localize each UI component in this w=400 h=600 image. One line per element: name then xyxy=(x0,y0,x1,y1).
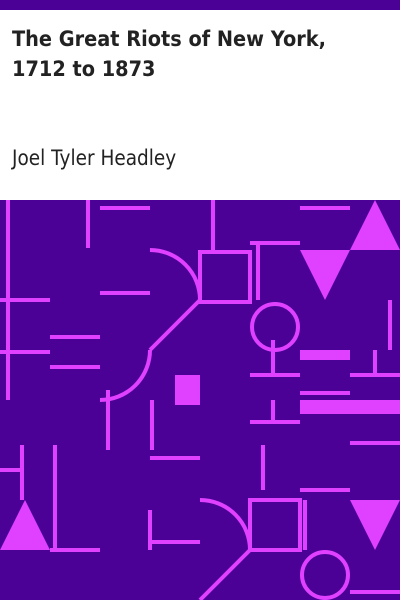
top-accent-bar xyxy=(0,0,400,10)
book-author: Joel Tyler Headley xyxy=(12,146,177,170)
cover-pattern-art xyxy=(0,200,400,600)
pattern-fills xyxy=(0,200,400,550)
pattern-lines xyxy=(0,200,400,600)
book-title: The Great Riots of New York, 1712 to 187… xyxy=(12,27,326,81)
